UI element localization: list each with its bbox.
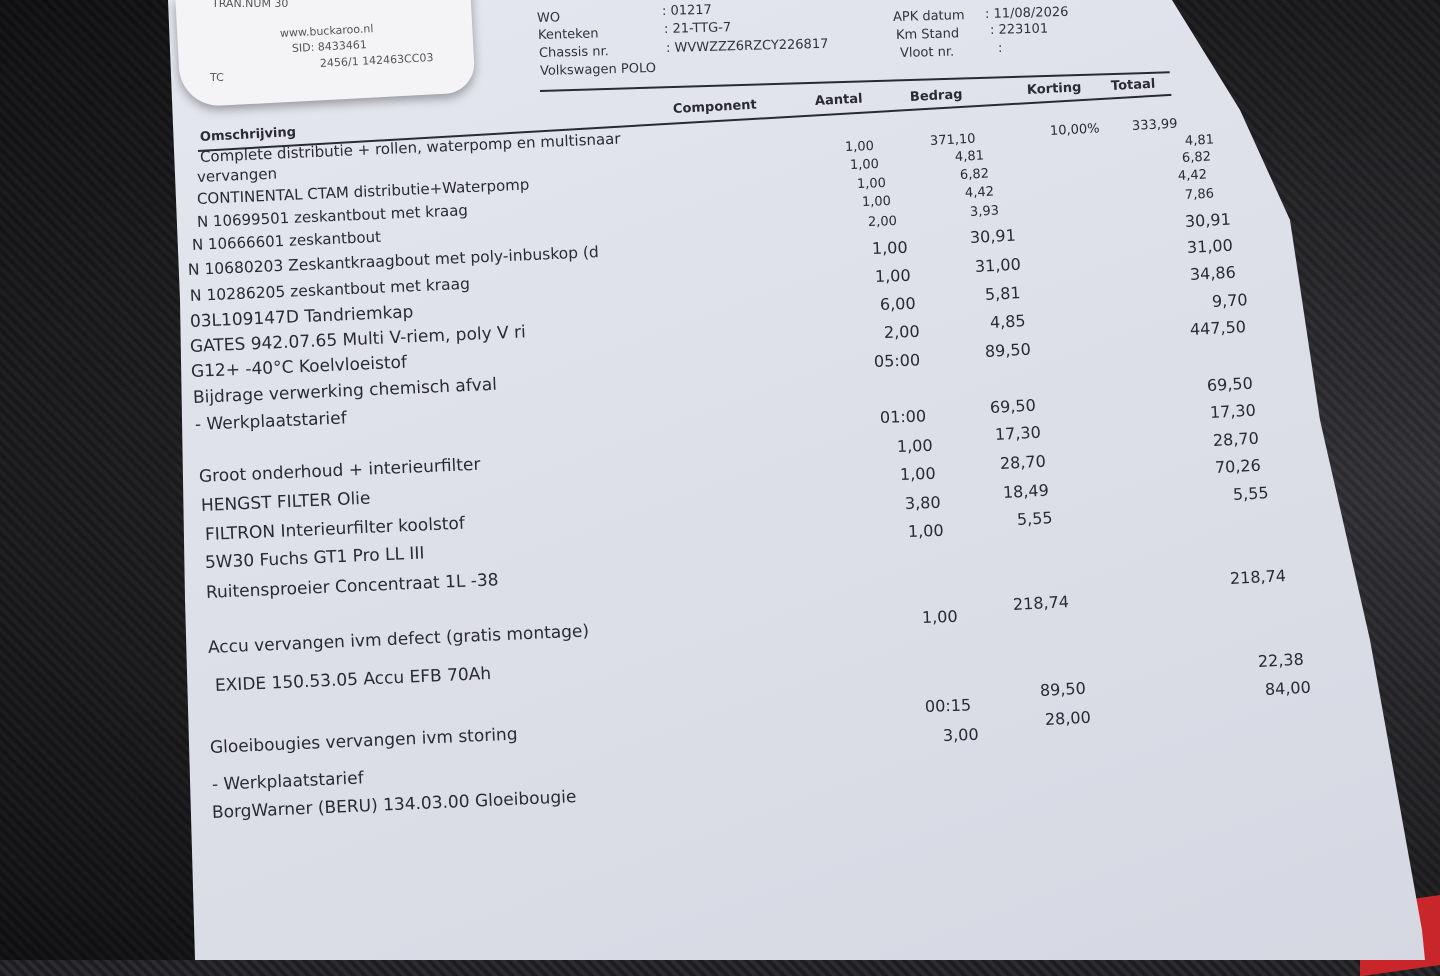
line-item-totaal: 17,30 — [1209, 400, 1257, 422]
line-item-totaal: 31,00 — [1186, 235, 1234, 257]
line-item-aantal: 2,00 — [883, 321, 920, 342]
line-item-aantal: 1,00 — [874, 265, 911, 286]
vehicle-apk-value: : 11/08/2026 — [984, 4, 1069, 22]
line-item-aantal: 1,00 — [921, 606, 958, 627]
vehicle-km-value: : 223101 — [989, 21, 1049, 38]
vehicle-chassis-label: Chassis nr. — [538, 44, 610, 61]
receipt-tc: TC — [210, 71, 224, 84]
line-item-bedrag: 4,81 — [954, 148, 985, 165]
line-item-totaal: 218,74 — [1229, 566, 1287, 588]
line-item-bedrag: 69,50 — [989, 395, 1037, 417]
line-item-aantal: 2,00 — [867, 213, 898, 230]
line-item-totaal: 9,70 — [1211, 290, 1249, 311]
vehicle-wo-label: WO — [536, 10, 561, 26]
line-item-totaal: 22,38 — [1257, 649, 1305, 671]
line-item-bedrag: 30,91 — [969, 225, 1017, 247]
vehicle-apk-label: APK datum — [892, 8, 965, 25]
line-item-bedrag: 4,85 — [989, 311, 1027, 332]
line-item-totaal: 30,91 — [1184, 209, 1232, 231]
vehicle-vloot-value: : — [997, 40, 1003, 56]
line-item-bedrag: 5,55 — [1016, 508, 1054, 529]
line-item-bedrag: 18,49 — [1002, 480, 1050, 502]
line-item-bedrag: 371,10 — [929, 131, 976, 149]
line-item-aantal: 00:15 — [924, 695, 972, 716]
line-item-totaal: 6,82 — [1181, 149, 1212, 166]
line-item-aantal: 1,00 — [849, 156, 880, 173]
line-item-bedrag: 28,70 — [999, 451, 1047, 473]
line-item-aantal: 1,00 — [899, 463, 936, 484]
line-item-aantal: 1,00 — [907, 520, 944, 541]
line-item-totaal: 4,42 — [1177, 167, 1208, 184]
line-item-bedrag: 5,81 — [984, 283, 1022, 304]
vehicle-kenteken-label: Kenteken — [537, 26, 599, 43]
line-item-aantal: 1,00 — [861, 193, 892, 210]
line-item-bedrag: 28,00 — [1044, 707, 1092, 729]
line-item-aantal: 01:00 — [879, 406, 927, 427]
column-header-korting: Korting — [1026, 80, 1082, 98]
line-item-totaal: 333,99 — [1131, 116, 1178, 134]
receipt-tran-num: TRAN.NUM 30 — [212, 0, 289, 10]
line-item-totaal: 69,50 — [1206, 373, 1254, 395]
line-item-bedrag: 89,50 — [1039, 678, 1087, 700]
vehicle-km-label: Km Stand — [895, 26, 960, 43]
line-item-bedrag: 17,30 — [994, 422, 1042, 444]
vehicle-model: Volkswagen POLO — [539, 60, 657, 79]
line-item-bedrag: 31,00 — [974, 254, 1022, 276]
column-header-bedrag: Bedrag — [909, 87, 963, 105]
line-item-aantal: 1,00 — [871, 237, 908, 258]
column-header-aantal: Aantal — [814, 91, 863, 109]
line-item-bedrag: 4,42 — [964, 184, 995, 201]
line-item-totaal: 28,70 — [1212, 428, 1260, 450]
line-item-bedrag: 6,82 — [959, 166, 990, 183]
line-item-aantal: 6,00 — [879, 293, 916, 314]
vehicle-kenteken-value: : 21-TTG-7 — [663, 20, 732, 37]
line-item-aantal: 1,00 — [896, 435, 933, 456]
line-item-totaal: 447,50 — [1189, 317, 1247, 339]
vehicle-vloot-label: Vloot nr. — [899, 44, 955, 61]
line-item-totaal: 84,00 — [1264, 677, 1312, 699]
line-item-totaal: 5,55 — [1232, 483, 1270, 504]
line-item-totaal: 34,86 — [1189, 262, 1237, 284]
line-item-totaal: 7,86 — [1184, 186, 1215, 203]
line-item-aantal: 05:00 — [873, 350, 921, 371]
line-item-totaal: 70,26 — [1214, 455, 1262, 477]
line-item-bedrag: 89,50 — [984, 339, 1032, 361]
line-item-aantal: 1,00 — [844, 138, 875, 155]
line-item-bedrag: 3,93 — [969, 203, 1000, 220]
line-item-aantal: 1,00 — [856, 175, 887, 192]
line-item-korting: 10,00% — [1049, 121, 1100, 139]
vehicle-wo-value: : 01217 — [661, 2, 713, 19]
line-item-aantal: 3,00 — [942, 724, 979, 745]
line-item-description: vervangen — [196, 164, 278, 186]
line-item-totaal: 4,81 — [1184, 132, 1215, 149]
line-item-bedrag: 218,74 — [1012, 592, 1070, 614]
line-item-aantal: 3,80 — [904, 492, 941, 513]
column-header-totaal: Totaal — [1110, 76, 1156, 94]
